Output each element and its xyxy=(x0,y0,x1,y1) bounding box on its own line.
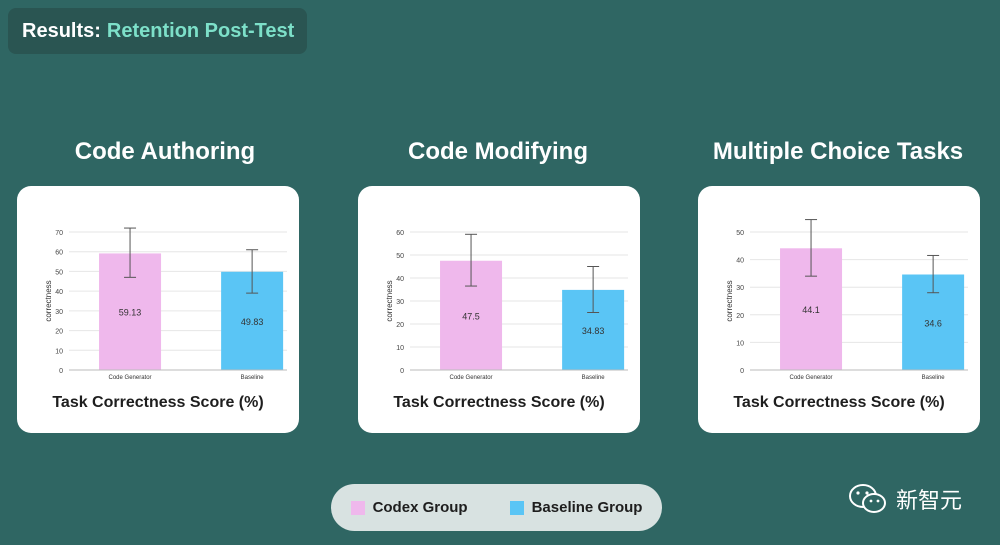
y-tick-label: 40 xyxy=(396,276,404,283)
y-tick-label: 30 xyxy=(55,309,63,316)
y-tick-label: 0 xyxy=(59,368,63,375)
legend: Codex Group Baseline Group xyxy=(331,484,662,531)
chart-card-multiple-choice: 0 10 20 30 40 50 correctness 44.1 Code Generator… xyxy=(698,186,980,433)
y-tick-label: 0 xyxy=(740,368,744,375)
data-label: 34.83 xyxy=(582,326,605,336)
y-tick-label: 60 xyxy=(55,250,63,257)
title-text: Retention Post-Test xyxy=(106,19,295,42)
y-tick-label: 30 xyxy=(396,299,404,306)
x-tick-label: Code Generator xyxy=(790,375,833,381)
legend-item-baseline: Baseline Group xyxy=(509,499,643,516)
legend-label-baseline: Baseline Group xyxy=(531,499,643,516)
y-tick-label: 70 xyxy=(55,230,63,237)
y-tick-label: 20 xyxy=(396,322,404,329)
legend-label-codex: Codex Group xyxy=(372,499,468,516)
bar-chart-code-authoring: 0 10 20 30 40 50 60 70 correctness 59.13 Code Gene… xyxy=(44,227,287,381)
watermark-text: 新智元 xyxy=(896,488,963,513)
y-tick-label: 10 xyxy=(396,345,404,352)
chart-heading-multiple-choice: Multiple Choice Tasks xyxy=(712,138,964,165)
chart-card-code-modifying: 0 10 20 30 40 50 60 correctness 47.5 Code Generat… xyxy=(358,186,640,433)
bar-chart-code-modifying: 0 10 20 30 40 50 60 correctness 47.5 Code Generat… xyxy=(385,230,628,381)
legend-item-codex: Codex Group xyxy=(350,499,468,516)
x-tick-label: Baseline xyxy=(241,375,265,381)
y-tick-label: 20 xyxy=(55,329,63,336)
x-tick-label: Baseline xyxy=(922,375,946,381)
data-label: 49.83 xyxy=(241,317,264,327)
y-tick-label: 40 xyxy=(55,289,63,296)
chart-heading-code-modifying: Code Modifying xyxy=(408,138,588,165)
chart-caption: Task Correctness Score (%) xyxy=(52,394,264,411)
bar-chart-multiple-choice: 0 10 20 30 40 50 correctness 44.1 Code Generator… xyxy=(725,219,968,381)
y-tick-label: 50 xyxy=(55,269,63,276)
chart-card-code-authoring: 0 10 20 30 40 50 60 70 correctness 59.13 Code Gene… xyxy=(17,186,299,433)
y-axis-label: correctness xyxy=(385,280,394,321)
legend-swatch-baseline xyxy=(509,500,524,515)
results-title: Results: Retention Post-Test xyxy=(8,8,307,54)
y-tick-label: 60 xyxy=(396,230,404,237)
y-tick-label: 20 xyxy=(736,313,744,320)
y-tick-label: 50 xyxy=(396,253,404,260)
chart-heading-code-authoring: Code Authoring xyxy=(74,138,256,165)
title-prefix: Results: xyxy=(22,19,101,42)
y-axis-label: correctness xyxy=(44,280,53,321)
y-tick-label: 40 xyxy=(736,258,744,265)
y-tick-label: 10 xyxy=(736,340,744,347)
data-label: 44.1 xyxy=(802,305,820,315)
x-tick-label: Code Generator xyxy=(450,375,493,381)
chart-caption: Task Correctness Score (%) xyxy=(393,394,605,411)
y-tick-label: 50 xyxy=(736,230,744,237)
x-tick-label: Code Generator xyxy=(109,375,152,381)
y-tick-label: 30 xyxy=(736,285,744,292)
chart-caption: Task Correctness Score (%) xyxy=(733,394,945,411)
y-tick-label: 0 xyxy=(400,368,404,375)
data-label: 47.5 xyxy=(462,311,480,321)
y-axis-label: correctness xyxy=(725,280,734,321)
legend-swatch-codex xyxy=(350,500,365,515)
wechat-icon xyxy=(849,484,886,513)
watermark: 新智元 xyxy=(848,482,962,516)
data-label: 59.13 xyxy=(119,308,142,318)
y-tick-label: 10 xyxy=(55,348,63,355)
x-tick-label: Baseline xyxy=(582,375,606,381)
data-label: 34.6 xyxy=(924,318,942,328)
